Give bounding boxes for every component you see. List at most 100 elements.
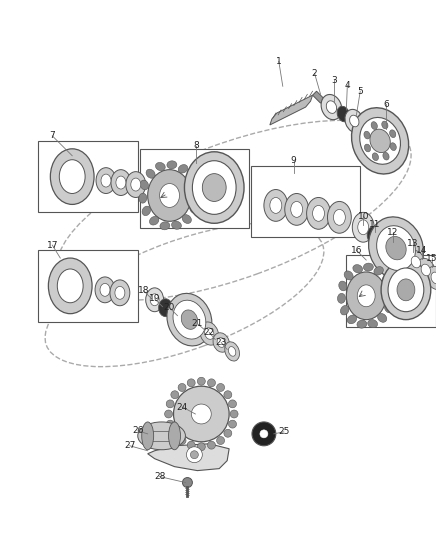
Text: 25: 25 (278, 427, 290, 437)
Ellipse shape (390, 143, 396, 150)
Text: 6: 6 (383, 100, 389, 109)
Ellipse shape (229, 420, 237, 428)
Ellipse shape (192, 161, 236, 214)
Ellipse shape (217, 337, 225, 348)
Ellipse shape (187, 379, 195, 387)
Ellipse shape (358, 220, 369, 235)
Ellipse shape (411, 256, 420, 268)
Ellipse shape (357, 285, 375, 306)
Ellipse shape (181, 310, 198, 329)
Ellipse shape (173, 300, 206, 339)
Ellipse shape (167, 293, 212, 346)
Text: 1: 1 (276, 57, 282, 66)
Ellipse shape (213, 333, 230, 352)
Ellipse shape (172, 221, 181, 229)
Text: 10: 10 (357, 212, 369, 221)
Ellipse shape (387, 286, 395, 296)
Text: 24: 24 (177, 402, 188, 411)
Ellipse shape (205, 328, 214, 340)
Ellipse shape (370, 129, 390, 152)
Ellipse shape (382, 274, 391, 284)
Text: 23: 23 (215, 338, 227, 347)
Text: 19: 19 (149, 294, 160, 303)
Ellipse shape (192, 185, 200, 195)
Ellipse shape (173, 386, 229, 442)
Ellipse shape (111, 169, 131, 196)
Ellipse shape (191, 451, 198, 459)
Text: 2: 2 (312, 69, 318, 78)
Bar (140, 149, 249, 228)
Ellipse shape (225, 342, 240, 361)
Ellipse shape (178, 384, 186, 391)
Ellipse shape (385, 303, 393, 313)
Ellipse shape (95, 277, 115, 303)
Ellipse shape (224, 391, 232, 399)
Ellipse shape (159, 299, 173, 317)
Ellipse shape (346, 272, 386, 320)
Ellipse shape (421, 264, 431, 276)
Ellipse shape (202, 174, 226, 201)
Ellipse shape (167, 161, 177, 169)
Ellipse shape (142, 206, 151, 216)
Ellipse shape (48, 258, 92, 314)
Ellipse shape (338, 293, 346, 303)
Ellipse shape (187, 173, 196, 182)
Ellipse shape (388, 268, 424, 312)
Polygon shape (148, 444, 229, 471)
Ellipse shape (139, 193, 147, 203)
Ellipse shape (252, 422, 276, 446)
Ellipse shape (101, 174, 111, 187)
Ellipse shape (347, 315, 357, 324)
Ellipse shape (431, 272, 438, 284)
Ellipse shape (378, 313, 387, 322)
Ellipse shape (406, 251, 425, 273)
Text: 4: 4 (345, 80, 350, 90)
Ellipse shape (198, 443, 205, 451)
Ellipse shape (208, 441, 215, 449)
Ellipse shape (159, 183, 180, 207)
Ellipse shape (191, 404, 211, 424)
Ellipse shape (148, 169, 191, 221)
Ellipse shape (100, 284, 110, 296)
Bar (39, 141, 138, 212)
Ellipse shape (171, 429, 179, 437)
Ellipse shape (182, 215, 191, 223)
Ellipse shape (184, 152, 244, 223)
Ellipse shape (352, 212, 374, 242)
Ellipse shape (372, 153, 378, 160)
Ellipse shape (397, 279, 415, 301)
Text: 26: 26 (132, 426, 144, 435)
Text: 28: 28 (154, 472, 165, 481)
Ellipse shape (337, 106, 350, 122)
Text: 12: 12 (387, 228, 399, 237)
Ellipse shape (357, 320, 367, 328)
Ellipse shape (368, 217, 424, 279)
Bar (251, 166, 360, 237)
Text: 8: 8 (194, 141, 199, 150)
Ellipse shape (333, 209, 345, 225)
Ellipse shape (386, 237, 406, 260)
Ellipse shape (187, 441, 195, 449)
Ellipse shape (138, 422, 185, 450)
Bar (39, 250, 138, 321)
Ellipse shape (155, 163, 165, 171)
Ellipse shape (377, 225, 415, 271)
Ellipse shape (313, 205, 325, 221)
Ellipse shape (178, 437, 186, 445)
Ellipse shape (160, 222, 170, 230)
Text: 14: 14 (416, 246, 427, 255)
Ellipse shape (417, 259, 435, 281)
Ellipse shape (140, 180, 148, 190)
Ellipse shape (260, 430, 268, 438)
Ellipse shape (187, 447, 202, 463)
Polygon shape (270, 95, 313, 125)
Bar (346, 255, 436, 327)
Ellipse shape (166, 400, 174, 408)
Text: 9: 9 (291, 156, 297, 165)
Ellipse shape (326, 101, 337, 114)
Text: 16: 16 (350, 246, 362, 255)
Ellipse shape (96, 168, 116, 193)
Ellipse shape (142, 422, 154, 450)
Ellipse shape (382, 121, 388, 129)
Ellipse shape (131, 178, 141, 191)
